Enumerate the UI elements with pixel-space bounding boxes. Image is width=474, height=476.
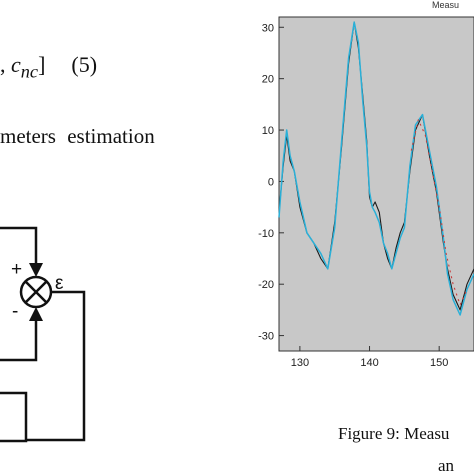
measurement-plot: 30 20 10 0 -10 -20 -30 130 140 150 <box>258 16 474 369</box>
equation-suffix: ] <box>38 52 46 77</box>
summing-cross-2 <box>24 280 48 304</box>
plot-title: Measu <box>432 0 460 10</box>
equation-number: (5) <box>71 52 98 77</box>
series-line-3 <box>410 119 468 306</box>
arrow-up-head <box>29 307 43 321</box>
equation-subscript: nc <box>20 61 39 82</box>
plot-area <box>278 16 474 352</box>
equation-term: cnc <box>11 52 39 82</box>
equation-5: , cnc] (5) <box>0 52 97 82</box>
y-tick-label: 0 <box>268 176 274 188</box>
minus-sign: - <box>12 301 18 322</box>
equation-prefix: , <box>0 52 11 77</box>
y-tick-label: 10 <box>262 125 274 137</box>
y-tick-label: -20 <box>258 279 274 291</box>
x-tick-label: 140 <box>360 357 378 369</box>
epsilon-label: ε <box>55 273 64 294</box>
y-tick-label: -30 <box>258 331 274 343</box>
input-line-bottom <box>0 321 38 362</box>
figure-caption: Figure 9: Measu <box>338 424 450 443</box>
feedback-line-top <box>0 226 38 265</box>
error-output-line <box>26 290 86 442</box>
paragraph-fragment: meters estimation <box>0 124 155 148</box>
series-line-2 <box>278 21 474 316</box>
y-tick-label: 30 <box>262 22 274 34</box>
estimator-block <box>0 391 28 443</box>
y-tick-label: 20 <box>262 74 274 86</box>
x-tick-label: 130 <box>291 357 309 369</box>
block-diagram: + - ε <box>0 226 86 443</box>
y-tick-label: -10 <box>258 228 274 240</box>
plus-sign: + <box>11 259 22 280</box>
x-tick-label: 150 <box>430 357 448 369</box>
figure-caption-continued: an <box>438 456 455 475</box>
arrow-down-head <box>29 263 43 277</box>
